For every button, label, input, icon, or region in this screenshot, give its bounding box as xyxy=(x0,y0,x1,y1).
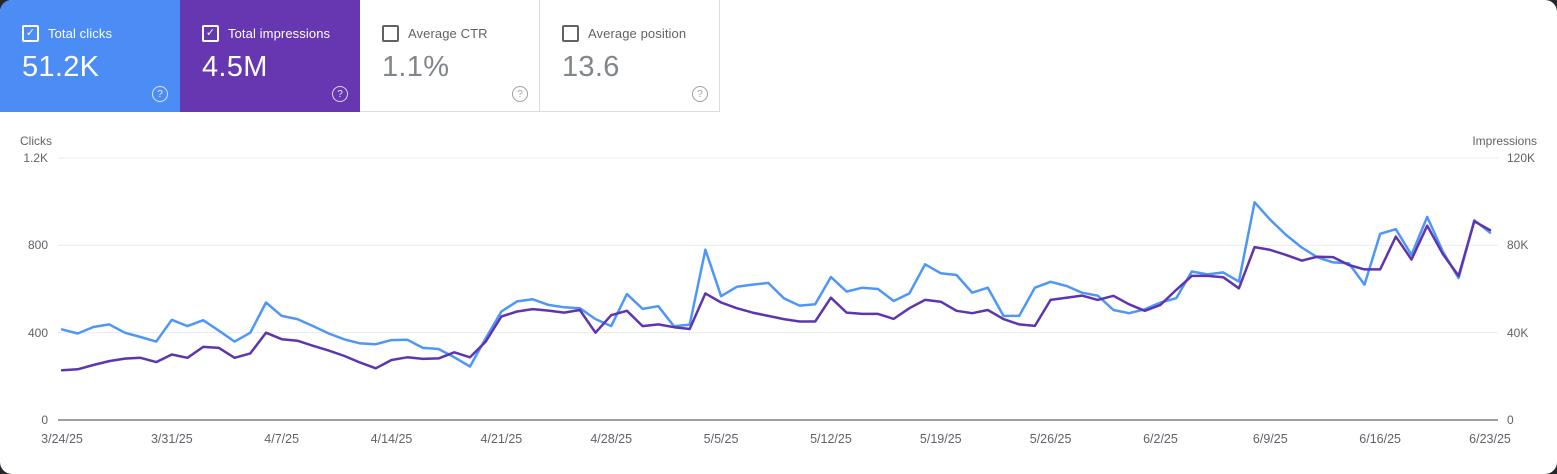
card-value: 1.1% xyxy=(382,51,450,83)
line-total-clicks[interactable] xyxy=(60,201,1492,368)
card-label: Average position xyxy=(588,26,687,41)
card-total-clicks[interactable]: ✓ Total clicks 51.2K ? xyxy=(0,0,180,112)
card-average-ctr[interactable]: Average CTR 1.1% ? xyxy=(360,0,540,112)
card-value: 51.2K xyxy=(22,51,100,83)
line-total-impressions[interactable] xyxy=(60,220,1492,372)
card-label: Total impressions xyxy=(228,26,331,41)
x-axis-tick: 4/7/25 xyxy=(264,432,300,446)
x-axis-tick: 6/2/25 xyxy=(1143,432,1178,446)
x-axis-tick: 6/16/25 xyxy=(1359,432,1401,446)
card-average-position[interactable]: Average position 13.6 ? xyxy=(540,0,720,112)
card-value: 13.6 xyxy=(562,51,620,83)
y-axis-tick-right: 120K xyxy=(1507,151,1536,165)
x-axis-tick: 6/23/25 xyxy=(1469,432,1511,446)
card-total-impressions[interactable]: ✓ Total impressions 4.5M ? xyxy=(180,0,360,112)
card-value: 4.5M xyxy=(202,51,268,83)
right-axis-title: Impressions xyxy=(1472,134,1537,148)
metric-cards: ✓ Total clicks 51.2K ? ✓ Total impressio… xyxy=(0,0,720,112)
checkbox-unchecked-icon[interactable] xyxy=(382,25,399,42)
y-axis-tick-left: 800 xyxy=(27,238,48,253)
y-axis-tick-right: 80K xyxy=(1507,238,1529,253)
y-axis-tick-left: 0 xyxy=(41,413,48,427)
left-axis-title: Clicks xyxy=(20,134,52,148)
checkbox-unchecked-icon[interactable] xyxy=(562,25,579,42)
help-icon[interactable]: ? xyxy=(152,86,168,102)
x-axis-tick: 5/5/25 xyxy=(703,432,739,446)
x-axis-tick: 3/24/25 xyxy=(41,432,83,446)
x-axis-tick: 5/19/25 xyxy=(919,432,962,446)
help-icon[interactable]: ? xyxy=(692,86,708,102)
help-icon[interactable]: ? xyxy=(512,86,528,102)
help-icon[interactable]: ? xyxy=(332,86,348,102)
checkbox-checked-icon[interactable]: ✓ xyxy=(22,25,39,42)
card-label: Total clicks xyxy=(48,26,113,41)
checkbox-checked-icon[interactable]: ✓ xyxy=(202,25,219,42)
y-axis-tick-left: 400 xyxy=(27,325,48,340)
y-axis-tick-left: 1.2K xyxy=(23,151,48,165)
x-axis-tick: 6/9/25 xyxy=(1252,432,1288,446)
x-axis-tick: 4/28/25 xyxy=(590,432,633,446)
x-axis-tick: 5/12/25 xyxy=(810,432,852,446)
x-axis-tick: 4/21/25 xyxy=(480,432,523,446)
y-axis-tick-right: 40K xyxy=(1507,325,1529,340)
x-axis-tick: 5/26/25 xyxy=(1029,432,1072,446)
x-axis-tick: 3/31/25 xyxy=(150,432,193,446)
card-label: Average CTR xyxy=(408,26,488,41)
x-axis-tick: 4/14/25 xyxy=(370,432,413,446)
y-axis-tick-right: 0 xyxy=(1507,413,1514,427)
